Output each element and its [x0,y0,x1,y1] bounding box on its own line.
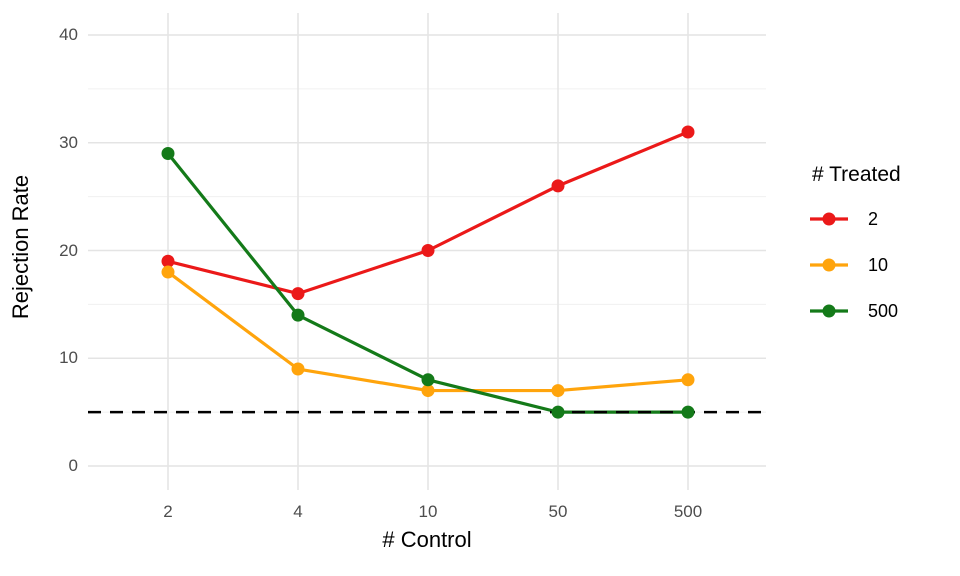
y-tick-label-30: 30 [59,132,78,152]
x-tick-label-4: 4 [293,502,303,521]
x-tick-label-2: 2 [163,502,173,521]
y-tick-label-20: 20 [59,240,78,260]
legend-label-10: 10 [868,254,889,275]
x-tick-label-500: 500 [673,502,703,521]
point-2-x10 [421,244,435,257]
point-10-x50 [551,384,565,398]
legend-key-line-dot-icon [810,304,848,318]
point-10-x2 [161,265,175,279]
legend-label-500: 500 [868,300,899,321]
point-500-x500 [681,405,695,419]
point-2-x4 [291,287,305,301]
legend-title: # Treated [812,163,901,186]
legend-items: 2 10 500 [810,209,901,321]
point-2-x2 [161,254,175,268]
legend-key-line-dot-icon [810,258,848,272]
legend-item-2: 2 [810,209,901,229]
x-tick-label-10: 10 [418,502,438,521]
y-tick-label-10: 10 [59,348,78,368]
point-2-x500 [681,125,695,139]
x-tick-label-50: 50 [548,502,568,521]
legend-label-2: 2 [868,208,879,229]
point-500-x10 [421,373,435,387]
y-tick-label-0: 0 [68,456,78,475]
point-2-x50 [551,179,565,193]
legend: # Treated 2 10 500 [810,163,901,347]
x-axis-title: # Control [382,527,472,552]
point-500-x2 [161,147,175,161]
legend-item-10: 10 [810,255,901,275]
legend-item-500: 500 [810,301,901,321]
point-10-x500 [681,373,695,387]
legend-key-line-dot-icon [810,212,848,226]
point-500-x50 [551,405,565,419]
point-500-x4 [291,308,305,322]
point-10-x4 [291,362,305,376]
y-tick-label-40: 40 [59,25,78,44]
point-10-x10 [421,384,435,398]
